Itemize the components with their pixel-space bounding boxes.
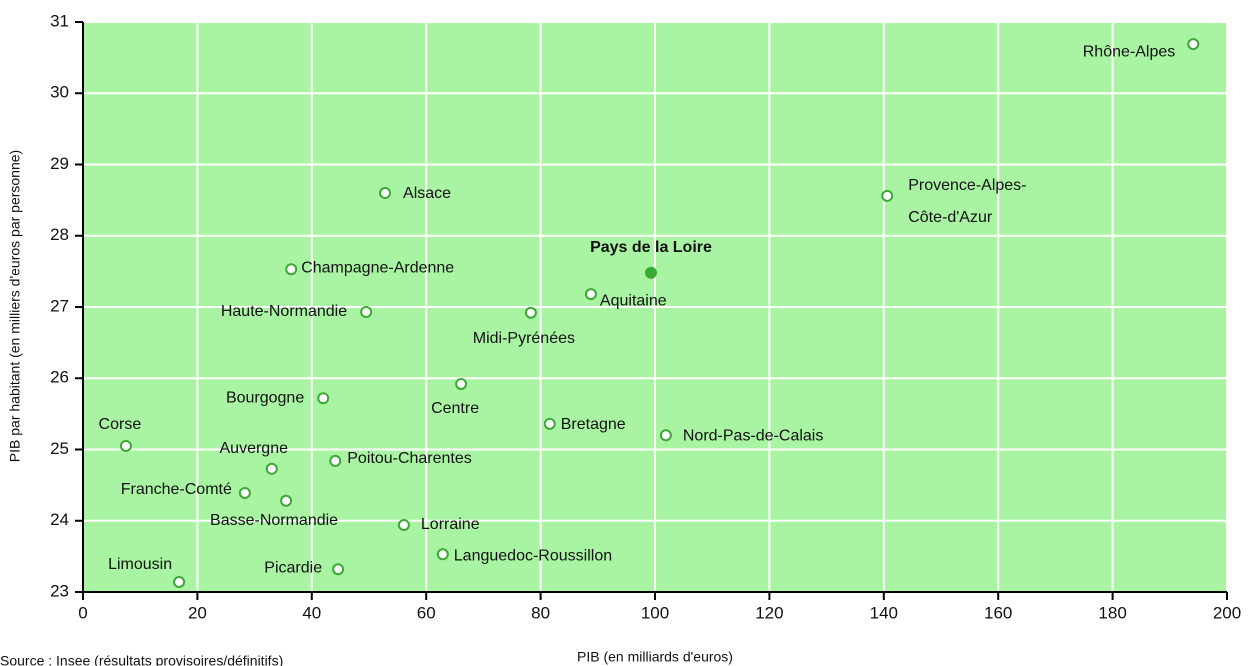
point-label: Lorraine (421, 516, 480, 533)
y-tick-label: 30 (50, 83, 69, 102)
point-label: Corse (99, 416, 142, 433)
point (285, 263, 298, 276)
point-label: Rhône-Alpes (1083, 43, 1176, 60)
point-label: Provence-Alpes- (908, 177, 1026, 194)
point-label: Alsace (403, 185, 451, 202)
point (379, 187, 392, 199)
y-tick-label: 31 (50, 11, 69, 30)
point (644, 266, 657, 279)
x-tick-label: 100 (641, 603, 669, 622)
y-tick-label: 27 (50, 296, 69, 315)
point-label: Auvergne (220, 440, 289, 457)
point (584, 288, 597, 301)
point-label: Côte-d'Azur (908, 209, 993, 226)
point (659, 429, 672, 442)
y-tick-label: 25 (50, 439, 69, 458)
point-label: Bretagne (561, 416, 626, 433)
point-label: Picardie (264, 559, 322, 576)
point (881, 189, 894, 202)
point-label: Franche-Comté (121, 481, 232, 498)
point-label: Aquitaine (600, 292, 667, 309)
point (397, 519, 410, 532)
point-label: Poitou-Charentes (347, 450, 472, 467)
point-label: Nord-Pas-de-Calais (683, 427, 824, 444)
y-tick-label: 28 (50, 225, 69, 244)
point-label: Limousin (108, 556, 172, 573)
point-label: Haute-Normandie (221, 303, 347, 320)
y-tick-label: 23 (50, 581, 69, 600)
x-tick-label: 80 (531, 603, 550, 622)
x-tick-label: 160 (984, 603, 1012, 622)
point (119, 439, 132, 452)
point (360, 305, 373, 318)
point (524, 306, 537, 319)
x-tick-label: 180 (1098, 603, 1126, 622)
x-tick-label: 0 (78, 603, 87, 622)
point-label: Centre (431, 400, 479, 417)
point (265, 462, 278, 475)
point-label: Basse-Normandie (210, 512, 338, 529)
point (238, 486, 251, 499)
point (329, 454, 342, 467)
point-label: Pays de la Loire (590, 239, 712, 256)
y-tick-label: 24 (50, 510, 69, 529)
point-label: Languedoc-Roussillon (454, 547, 612, 564)
y-axis-label: PIB par habitant (en milliers d'euros pa… (7, 150, 23, 462)
x-tick-label: 40 (302, 603, 321, 622)
point (455, 377, 468, 390)
point (436, 548, 449, 561)
point-label: Bourgogne (226, 389, 304, 406)
point (280, 494, 293, 507)
point (317, 392, 330, 405)
x-tick-label: 200 (1213, 603, 1241, 622)
point-label: Midi-Pyrénées (473, 330, 575, 347)
point-label: Champagne-Ardenne (301, 259, 454, 276)
point (1187, 38, 1200, 51)
x-tick-label: 60 (417, 603, 436, 622)
point (173, 576, 186, 589)
point (543, 417, 556, 430)
x-tick-label: 120 (755, 603, 783, 622)
source: Source : Insee (résultats provisoires/dé… (0, 653, 283, 666)
x-axis-label: PIB (en milliards d'euros) (577, 649, 733, 665)
x-tick-label: 20 (188, 603, 207, 622)
point (332, 563, 345, 576)
y-tick-label: 29 (50, 154, 69, 173)
x-tick-label: 140 (870, 603, 898, 622)
y-tick-label: 26 (50, 368, 69, 387)
